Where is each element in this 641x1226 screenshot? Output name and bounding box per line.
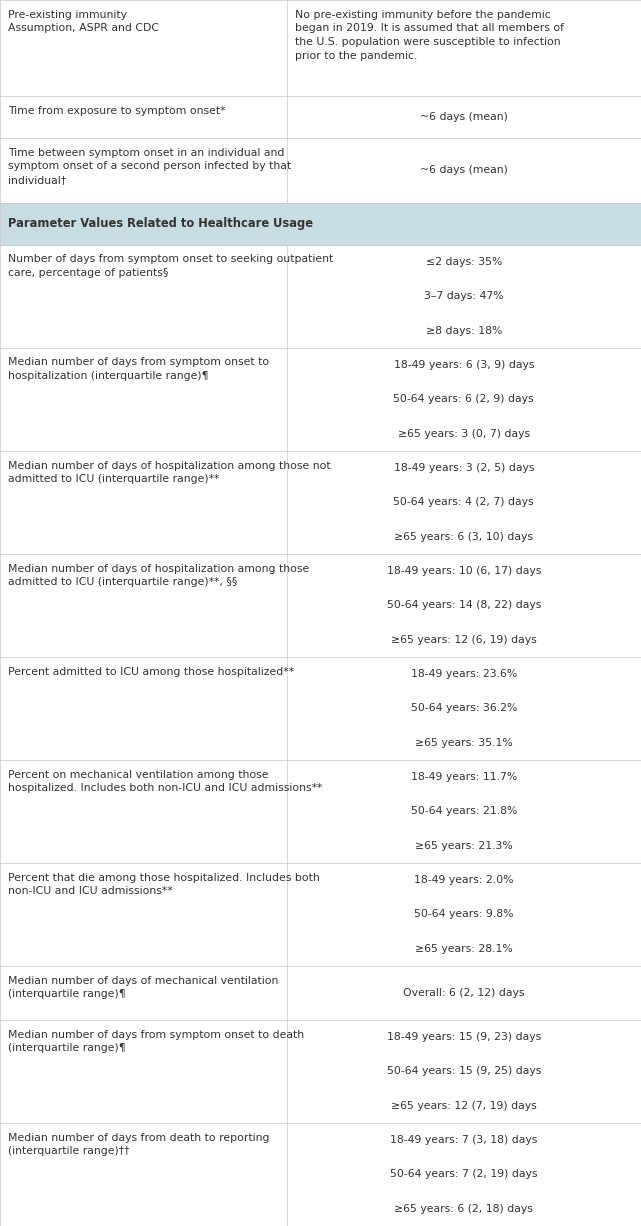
Text: 18-49 years: 23.6%

50-64 years: 36.2%

≥65 years: 35.1%: 18-49 years: 23.6% 50-64 years: 36.2% ≥6… xyxy=(411,669,517,748)
Text: 18-49 years: 7 (3, 18) days

50-64 years: 7 (2, 19) days

≥65 years: 6 (2, 18) d: 18-49 years: 7 (3, 18) days 50-64 years:… xyxy=(390,1135,538,1214)
Bar xyxy=(0,204,641,245)
Text: Median number of days of hospitalization among those
admitted to ICU (interquart: Median number of days of hospitalization… xyxy=(8,564,310,587)
Text: 18-49 years: 15 (9, 23) days

50-64 years: 15 (9, 25) days

≥65 years: 12 (7, 19: 18-49 years: 15 (9, 23) days 50-64 years… xyxy=(387,1032,541,1111)
Text: 18-49 years: 11.7%

50-64 years: 21.8%

≥65 years: 21.3%: 18-49 years: 11.7% 50-64 years: 21.8% ≥6… xyxy=(411,772,517,851)
Text: 18-49 years: 2.0%

50-64 years: 9.8%

≥65 years: 28.1%: 18-49 years: 2.0% 50-64 years: 9.8% ≥65 … xyxy=(414,875,513,954)
Text: No pre-existing immunity before the pandemic
began in 2019. It is assumed that a: No pre-existing immunity before the pand… xyxy=(295,10,564,60)
Text: ~6 days (mean): ~6 days (mean) xyxy=(420,166,508,175)
Text: Percent admitted to ICU among those hospitalized**: Percent admitted to ICU among those hosp… xyxy=(8,667,294,677)
Text: Time from exposure to symptom onset*: Time from exposure to symptom onset* xyxy=(8,107,226,116)
Text: Median number of days of mechanical ventilation
(interquartile range)¶: Median number of days of mechanical vent… xyxy=(8,976,279,999)
Text: Number of days from symptom onset to seeking outpatient
care, percentage of pati: Number of days from symptom onset to see… xyxy=(8,255,333,278)
Text: Time between symptom onset in an individual and
symptom onset of a second person: Time between symptom onset in an individ… xyxy=(8,147,292,185)
Text: 18-49 years: 10 (6, 17) days

50-64 years: 14 (8, 22) days

≥65 years: 12 (6, 19: 18-49 years: 10 (6, 17) days 50-64 years… xyxy=(387,566,541,645)
Text: Parameter Values Related to Healthcare Usage: Parameter Values Related to Healthcare U… xyxy=(8,217,313,230)
Text: Pre-existing immunity
Assumption, ASPR and CDC: Pre-existing immunity Assumption, ASPR a… xyxy=(8,10,160,33)
Text: Median number of days from symptom onset to
hospitalization (interquartile range: Median number of days from symptom onset… xyxy=(8,358,269,381)
Text: 18-49 years: 3 (2, 5) days

50-64 years: 4 (2, 7) days

≥65 years: 6 (3, 10) day: 18-49 years: 3 (2, 5) days 50-64 years: … xyxy=(394,463,534,542)
Text: 18-49 years: 6 (3, 9) days

50-64 years: 6 (2, 9) days

≥65 years: 3 (0, 7) days: 18-49 years: 6 (3, 9) days 50-64 years: … xyxy=(394,359,534,439)
Text: Percent on mechanical ventilation among those
hospitalized. Includes both non-IC: Percent on mechanical ventilation among … xyxy=(8,770,322,793)
Text: Percent that die among those hospitalized. Includes both
non-ICU and ICU admissi: Percent that die among those hospitalize… xyxy=(8,873,320,896)
Text: Median number of days of hospitalization among those not
admitted to ICU (interq: Median number of days of hospitalization… xyxy=(8,461,331,484)
Text: Median number of days from symptom onset to death
(interquartile range)¶: Median number of days from symptom onset… xyxy=(8,1030,304,1053)
Text: Median number of days from death to reporting
(interquartile range)††: Median number of days from death to repo… xyxy=(8,1133,270,1156)
Text: ~6 days (mean): ~6 days (mean) xyxy=(420,112,508,123)
Text: ≤2 days: 35%

3–7 days: 47%

≥8 days: 18%: ≤2 days: 35% 3–7 days: 47% ≥8 days: 18% xyxy=(424,256,504,336)
Text: Overall: 6 (2, 12) days: Overall: 6 (2, 12) days xyxy=(403,988,524,998)
